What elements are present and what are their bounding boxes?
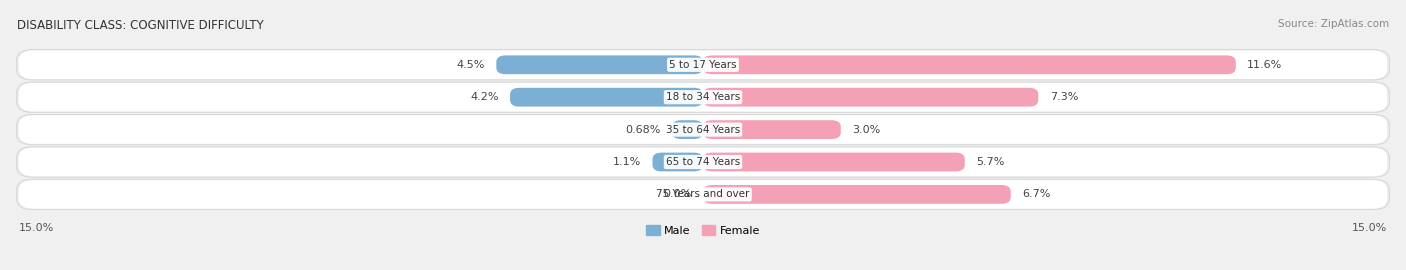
- FancyBboxPatch shape: [18, 148, 1388, 176]
- FancyBboxPatch shape: [17, 114, 1389, 145]
- Text: 0.0%: 0.0%: [664, 189, 692, 200]
- Text: 5 to 17 Years: 5 to 17 Years: [669, 60, 737, 70]
- FancyBboxPatch shape: [496, 55, 703, 74]
- FancyBboxPatch shape: [18, 50, 1388, 79]
- FancyBboxPatch shape: [703, 185, 1011, 204]
- Text: 4.5%: 4.5%: [457, 60, 485, 70]
- FancyBboxPatch shape: [703, 153, 965, 171]
- FancyBboxPatch shape: [703, 55, 1236, 74]
- FancyBboxPatch shape: [652, 153, 703, 171]
- Text: 7.3%: 7.3%: [1050, 92, 1078, 102]
- FancyBboxPatch shape: [17, 50, 1389, 80]
- Text: DISABILITY CLASS: COGNITIVE DIFFICULTY: DISABILITY CLASS: COGNITIVE DIFFICULTY: [17, 19, 263, 32]
- Text: 5.7%: 5.7%: [976, 157, 1005, 167]
- Text: 11.6%: 11.6%: [1247, 60, 1282, 70]
- FancyBboxPatch shape: [510, 88, 703, 107]
- FancyBboxPatch shape: [703, 88, 1038, 107]
- Text: 4.2%: 4.2%: [470, 92, 499, 102]
- FancyBboxPatch shape: [703, 120, 841, 139]
- FancyBboxPatch shape: [17, 179, 1389, 210]
- FancyBboxPatch shape: [18, 115, 1388, 144]
- FancyBboxPatch shape: [17, 147, 1389, 177]
- FancyBboxPatch shape: [18, 180, 1388, 209]
- Text: 65 to 74 Years: 65 to 74 Years: [666, 157, 740, 167]
- Text: 6.7%: 6.7%: [1022, 189, 1050, 200]
- Text: 35 to 64 Years: 35 to 64 Years: [666, 124, 740, 135]
- FancyBboxPatch shape: [672, 120, 703, 139]
- Text: 3.0%: 3.0%: [852, 124, 880, 135]
- Text: 18 to 34 Years: 18 to 34 Years: [666, 92, 740, 102]
- Legend: Male, Female: Male, Female: [641, 221, 765, 241]
- FancyBboxPatch shape: [17, 82, 1389, 112]
- Text: 75 Years and over: 75 Years and over: [657, 189, 749, 200]
- Text: 15.0%: 15.0%: [1353, 223, 1388, 233]
- Text: 15.0%: 15.0%: [18, 223, 53, 233]
- Text: 0.68%: 0.68%: [624, 124, 661, 135]
- FancyBboxPatch shape: [18, 83, 1388, 112]
- Text: Source: ZipAtlas.com: Source: ZipAtlas.com: [1278, 19, 1389, 29]
- Text: 1.1%: 1.1%: [613, 157, 641, 167]
